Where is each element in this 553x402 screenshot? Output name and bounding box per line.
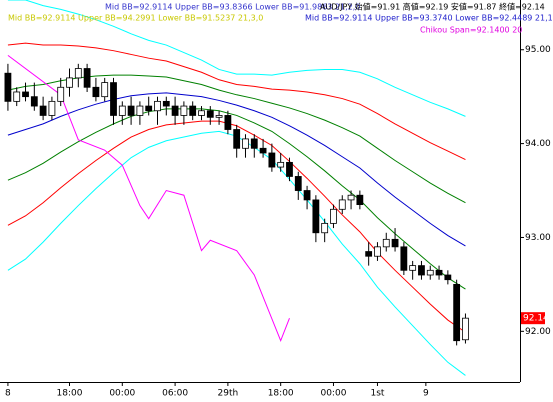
candle-body xyxy=(83,68,91,88)
candle-body xyxy=(444,274,452,281)
legend: Mid BB=92.9114 Upper BB=93.8366 Lower BB… xyxy=(8,2,553,35)
plot-area xyxy=(4,0,469,376)
x-tick-label: 1st xyxy=(370,389,384,399)
legend-text: Mid BB=92.9114 Upper BB=93.8366 Lower BB… xyxy=(105,3,360,12)
candle-body xyxy=(92,86,100,98)
candle-body xyxy=(198,110,205,116)
candle-body xyxy=(409,265,417,271)
legend-text: Mid BB=92.9114 Upper BB=93.3740 Lower BB… xyxy=(305,14,553,23)
candle-body xyxy=(462,317,469,341)
candle-body xyxy=(330,208,337,224)
candle-body xyxy=(418,265,425,276)
candle-body xyxy=(259,147,267,154)
x-tick-label: 06:00 xyxy=(162,389,188,399)
candle-body xyxy=(374,246,381,257)
candle-body xyxy=(206,110,214,118)
candle-body xyxy=(268,152,276,168)
candle-body xyxy=(22,91,29,98)
candle-body xyxy=(136,105,144,116)
y-tick-label: 94.00 xyxy=(525,139,551,149)
x-tick-label: 29th xyxy=(218,389,239,399)
indicator-line xyxy=(7,54,290,343)
candle-body xyxy=(48,100,56,116)
candle-body xyxy=(118,105,126,116)
y-tick-label: 93.00 xyxy=(525,233,551,243)
candle-body xyxy=(233,129,241,149)
candle-body xyxy=(435,269,443,276)
y-tick-label: 95.00 xyxy=(525,45,551,55)
candle-body xyxy=(39,105,47,116)
candle-body xyxy=(171,105,179,116)
candle-body xyxy=(356,194,364,206)
price-label-box xyxy=(521,312,545,325)
legend-text: AUD/JPY 始値=91.91 高値=92.19 安値=91.87 終値=92… xyxy=(320,2,545,12)
legend-text: Mid BB=92.9114 Upper BB=94.2991 Lower BB… xyxy=(8,14,263,23)
candle-body xyxy=(57,86,65,102)
candle-body xyxy=(286,161,293,177)
candle-body xyxy=(224,115,232,130)
candle-body xyxy=(101,82,109,98)
y-tick-label: 92.00 xyxy=(525,327,551,337)
indicator-line xyxy=(7,0,466,117)
candle-body xyxy=(365,251,373,257)
candle-body xyxy=(74,68,82,79)
x-tick-label: 18:00 xyxy=(268,389,294,399)
candle-body xyxy=(453,283,461,342)
candle-body xyxy=(145,105,153,112)
candle-body xyxy=(66,77,73,88)
candle-body xyxy=(250,138,258,149)
candle-body xyxy=(303,190,311,201)
candle-body xyxy=(127,105,135,116)
candle-body xyxy=(180,105,188,116)
x-tick-label: 00:00 xyxy=(320,389,346,399)
indicator-line xyxy=(7,92,466,247)
indicator-line xyxy=(7,108,466,290)
candle-body xyxy=(426,269,434,276)
candle-body xyxy=(347,194,355,201)
candle-body xyxy=(30,96,38,107)
candle-body xyxy=(391,238,399,248)
x-tick-label: 9 xyxy=(423,389,429,399)
candle-body xyxy=(215,115,223,118)
x-tick-label: 18:00 xyxy=(57,389,83,399)
candle-body xyxy=(162,100,170,107)
candle-body xyxy=(400,246,408,271)
candle-body xyxy=(189,105,197,116)
candle-body xyxy=(338,199,346,210)
candle-body xyxy=(312,199,320,234)
candle-body xyxy=(13,91,21,102)
candle-body xyxy=(242,138,249,149)
candle-body xyxy=(154,100,161,112)
candle-body xyxy=(277,161,285,168)
candle-body xyxy=(294,176,302,191)
x-tick-label: 8 xyxy=(5,389,11,399)
candle-body xyxy=(321,222,329,234)
candle-body xyxy=(4,72,12,102)
legend-text: Chikou Span=92.1400 20 xyxy=(420,26,522,35)
indicator-line xyxy=(7,42,466,161)
candle-body xyxy=(382,238,390,248)
candle-body xyxy=(110,82,117,116)
x-tick-label: 00:00 xyxy=(109,389,135,399)
price-label: 92.14 xyxy=(523,314,549,324)
